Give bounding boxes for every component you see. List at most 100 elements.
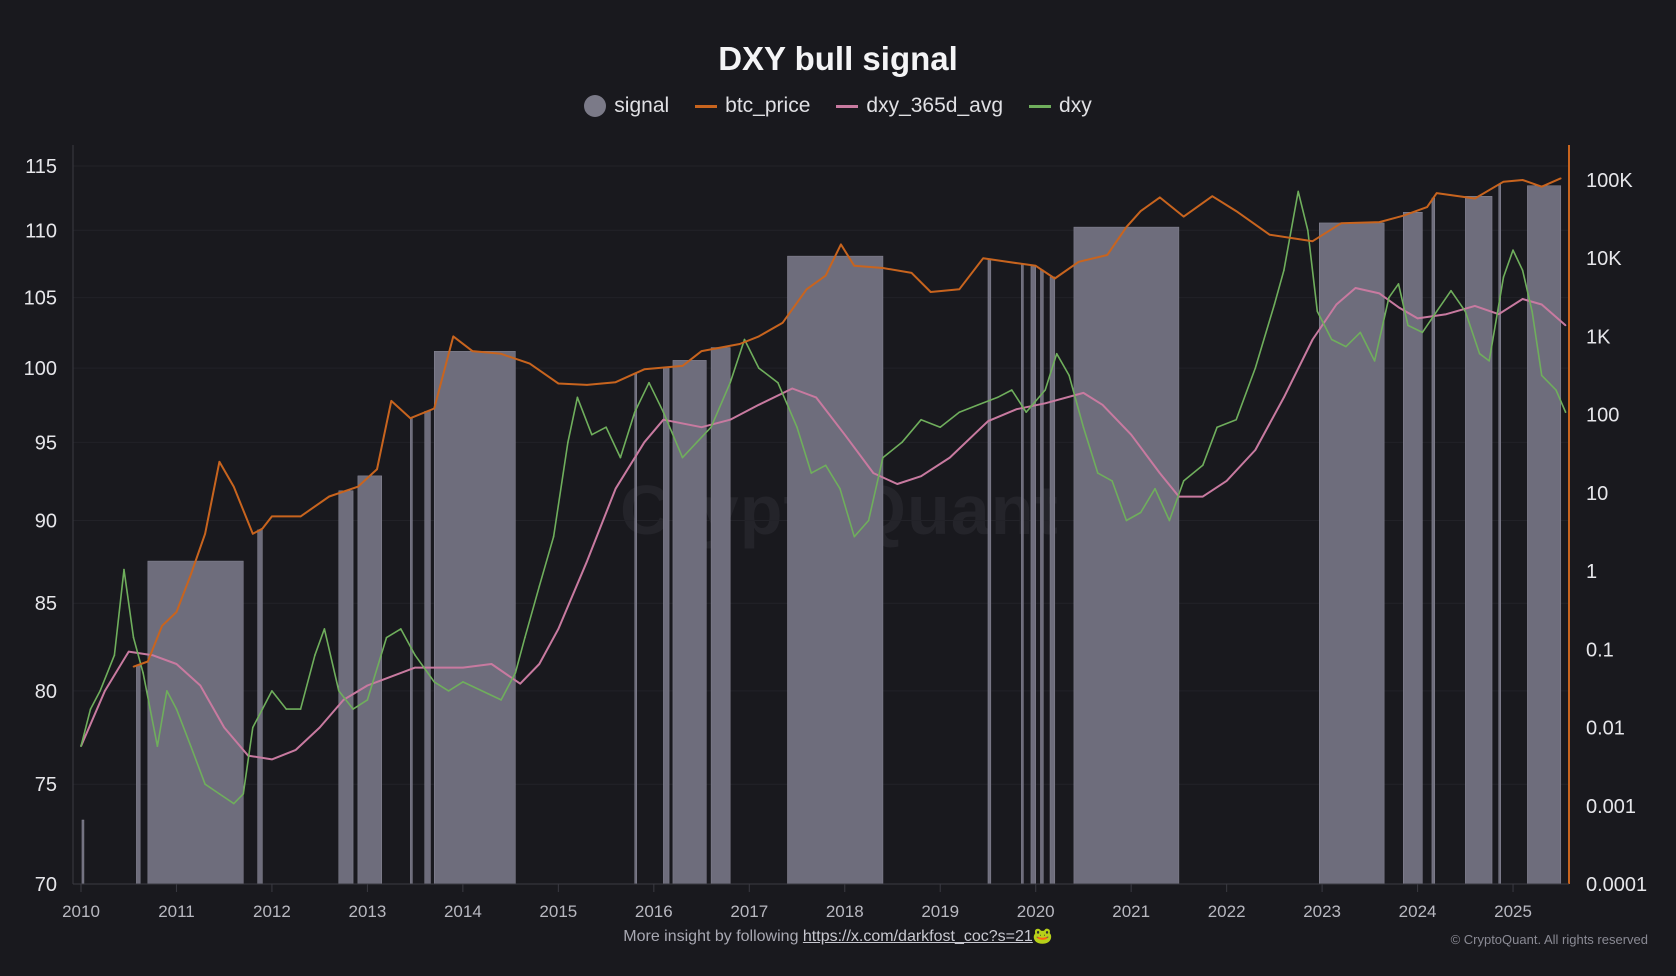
data-point	[514, 672, 517, 674]
data-point	[519, 682, 521, 685]
data-point	[758, 403, 760, 406]
data-point	[681, 365, 684, 367]
signal-bar	[357, 475, 382, 885]
data-point	[920, 418, 922, 421]
data-point	[958, 288, 961, 291]
data-point	[528, 362, 531, 365]
x-tick-label: 2022	[1208, 902, 1246, 921]
data-point	[271, 690, 273, 692]
data-point	[1068, 374, 1070, 377]
data-point	[853, 265, 856, 267]
data-point	[199, 684, 202, 687]
data-point	[643, 368, 646, 371]
data-point	[390, 400, 393, 402]
data-point	[342, 699, 345, 701]
data-point	[552, 535, 555, 538]
data-point	[1502, 276, 1505, 278]
data-point	[252, 726, 254, 729]
data-point	[1435, 310, 1438, 313]
data-point	[1416, 317, 1419, 320]
data-point	[1101, 403, 1104, 406]
x-tick-label: 2016	[635, 902, 673, 921]
y-left-tick-label: 100	[24, 358, 57, 380]
y-left-tick-label: 90	[35, 511, 57, 533]
data-point	[1015, 408, 1018, 411]
data-point	[567, 441, 569, 444]
dxy-line-icon	[1029, 104, 1052, 108]
series-btc-price	[132, 177, 1562, 668]
signal-bar	[1021, 263, 1024, 885]
data-point	[1139, 210, 1142, 212]
signal-bar	[672, 360, 707, 885]
x-tick-label: 2020	[1017, 902, 1055, 921]
signal-marker-icon	[584, 95, 607, 117]
frog-icon: 🐸	[1032, 928, 1053, 945]
data-point	[619, 456, 622, 459]
x-tick-label: 2011	[158, 902, 195, 921]
data-point	[1478, 352, 1481, 355]
data-point	[1330, 338, 1333, 341]
data-point	[1345, 345, 1347, 348]
data-point	[839, 487, 841, 490]
data-point	[433, 681, 436, 683]
data-point	[1540, 374, 1543, 377]
data-point	[896, 483, 899, 485]
data-point	[271, 515, 273, 518]
data-point	[1273, 303, 1276, 306]
data-point	[1359, 331, 1362, 334]
data-point	[285, 708, 288, 710]
legend-item-dxy[interactable]: dxy	[1029, 94, 1092, 118]
data-point	[1055, 352, 1058, 355]
legend-label: btc_price	[725, 94, 811, 117]
y-left-tick-label: 70	[35, 874, 57, 896]
data-point	[132, 665, 135, 668]
data-point	[1111, 480, 1113, 482]
data-point	[662, 418, 665, 421]
data-point	[777, 381, 779, 384]
data-point	[400, 628, 402, 630]
legend-item-signal[interactable]: signal	[584, 94, 669, 118]
data-point	[872, 472, 875, 474]
legend-item-dxy-365d-avg[interactable]: dxy_365d_avg	[836, 94, 1003, 118]
data-point	[982, 257, 984, 260]
y-left-tick-label: 80	[35, 681, 57, 703]
data-point	[161, 624, 163, 627]
copyright: © CryptoQuant. All rights reserved	[1450, 932, 1648, 947]
data-point	[1311, 338, 1314, 341]
data-point	[1235, 418, 1237, 421]
y-left-tick-label: 75	[35, 774, 57, 796]
footer-link[interactable]: https://x.com/darkfost_coc?s=21	[802, 928, 1033, 945]
data-point	[810, 472, 813, 474]
signal-bar	[338, 490, 354, 885]
legend: signal btc_price dxy_365d_avg dxy	[0, 94, 1676, 118]
avg-line-icon	[836, 104, 859, 108]
data-point	[1254, 367, 1257, 369]
y-right-tick-label: 0.001	[1586, 796, 1636, 818]
data-point	[1378, 292, 1381, 295]
data-point	[1125, 226, 1128, 228]
data-point	[1125, 519, 1128, 522]
signal-bar	[710, 347, 731, 885]
data-point	[557, 382, 560, 385]
signal-bar	[424, 410, 431, 885]
data-point	[840, 243, 842, 246]
data-point	[1445, 313, 1448, 315]
data-point	[1283, 269, 1285, 272]
data-point	[366, 699, 369, 701]
data-point	[882, 456, 884, 459]
y-right-tick-label: 10K	[1586, 248, 1622, 270]
legend-item-btc-price[interactable]: btc_price	[695, 94, 810, 118]
x-tick-label: 2012	[253, 902, 291, 921]
y-right-tick-label: 100K	[1586, 170, 1633, 192]
data-point	[948, 456, 951, 459]
data-point	[700, 350, 703, 352]
data-point	[1340, 222, 1343, 225]
footer-text: More insight by following	[623, 928, 803, 945]
data-point	[376, 468, 378, 471]
x-tick-label: 2023	[1303, 902, 1341, 921]
data-point	[204, 783, 206, 786]
data-point	[490, 663, 493, 665]
data-point	[586, 384, 588, 386]
data-point	[123, 568, 125, 571]
signal-bar	[987, 258, 992, 885]
